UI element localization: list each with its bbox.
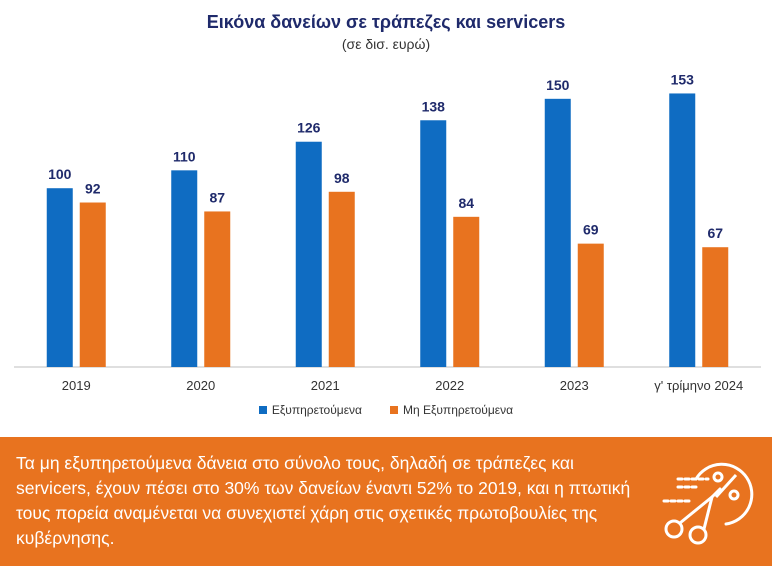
- bar-serviced-1: [171, 170, 198, 367]
- legend: Εξυπηρετούμενα Μη Εξυπηρετούμενα: [0, 403, 772, 417]
- bar-nonperforming-4: [577, 243, 604, 367]
- legend-swatch-serviced: [258, 406, 267, 414]
- bar-nonperforming-0: [79, 202, 106, 367]
- bar-serviced-3: [420, 120, 447, 367]
- data-label-serviced-1: 110: [173, 148, 196, 164]
- percent-scissors-icon: [662, 462, 754, 545]
- x-tick-label-5: γ' τρίμηνο 2024: [654, 378, 743, 393]
- legend-label-nonperforming: Μη Εξυπηρετούμενα: [402, 403, 514, 417]
- bar-serviced-4: [544, 98, 571, 368]
- data-label-serviced-3: 138: [422, 98, 446, 114]
- data-label-serviced-5: 153: [671, 71, 695, 87]
- bar-nonperforming-5: [702, 247, 729, 367]
- x-tick-label-3: 2022: [435, 378, 464, 393]
- legend-item-nonperforming: Μη Εξυπηρετούμενα: [389, 403, 514, 417]
- banner-text: Τα μη εξυπηρετούμενα δάνεια στο σύνολο τ…: [16, 453, 631, 548]
- x-tick-label-2: 2021: [311, 378, 340, 393]
- legend-item-serviced: Εξυπηρετούμενα: [258, 403, 362, 417]
- legend-swatch-nonperforming: [389, 406, 398, 414]
- chart-title: Εικόνα δανείων σε τράπεζες και servicers: [206, 12, 566, 32]
- data-label-nonperforming-4: 69: [583, 222, 599, 238]
- info-banner: Τα μη εξυπηρετούμενα δάνεια στο σύνολο τ…: [0, 437, 772, 566]
- data-label-serviced-4: 150: [546, 77, 570, 93]
- bar-serviced-2: [295, 141, 322, 367]
- bar-nonperforming-3: [453, 216, 480, 367]
- data-label-serviced-0: 100: [48, 166, 72, 182]
- legend-label-serviced: Εξυπηρετούμενα: [271, 403, 362, 417]
- bar-serviced-0: [46, 188, 73, 367]
- data-label-nonperforming-2: 98: [334, 170, 350, 186]
- data-label-nonperforming-1: 87: [209, 189, 225, 205]
- data-label-nonperforming-0: 92: [85, 181, 101, 197]
- data-label-nonperforming-5: 67: [707, 225, 723, 241]
- chart-subtitle: (σε δισ. ευρώ): [341, 36, 431, 52]
- bar-serviced-5: [669, 93, 696, 368]
- bar-chart: 100 92 2019 110 87 2020 126 98 2021 138 84 2022 150 6…: [14, 71, 761, 393]
- x-tick-label-1: 2020: [186, 378, 215, 393]
- x-tick-label-4: 2023: [560, 378, 589, 393]
- data-label-nonperforming-3: 84: [458, 195, 474, 211]
- data-label-serviced-2: 126: [297, 120, 321, 136]
- bar-nonperforming-2: [328, 191, 355, 367]
- x-tick-label-0: 2019: [62, 378, 91, 393]
- bar-nonperforming-1: [204, 211, 231, 367]
